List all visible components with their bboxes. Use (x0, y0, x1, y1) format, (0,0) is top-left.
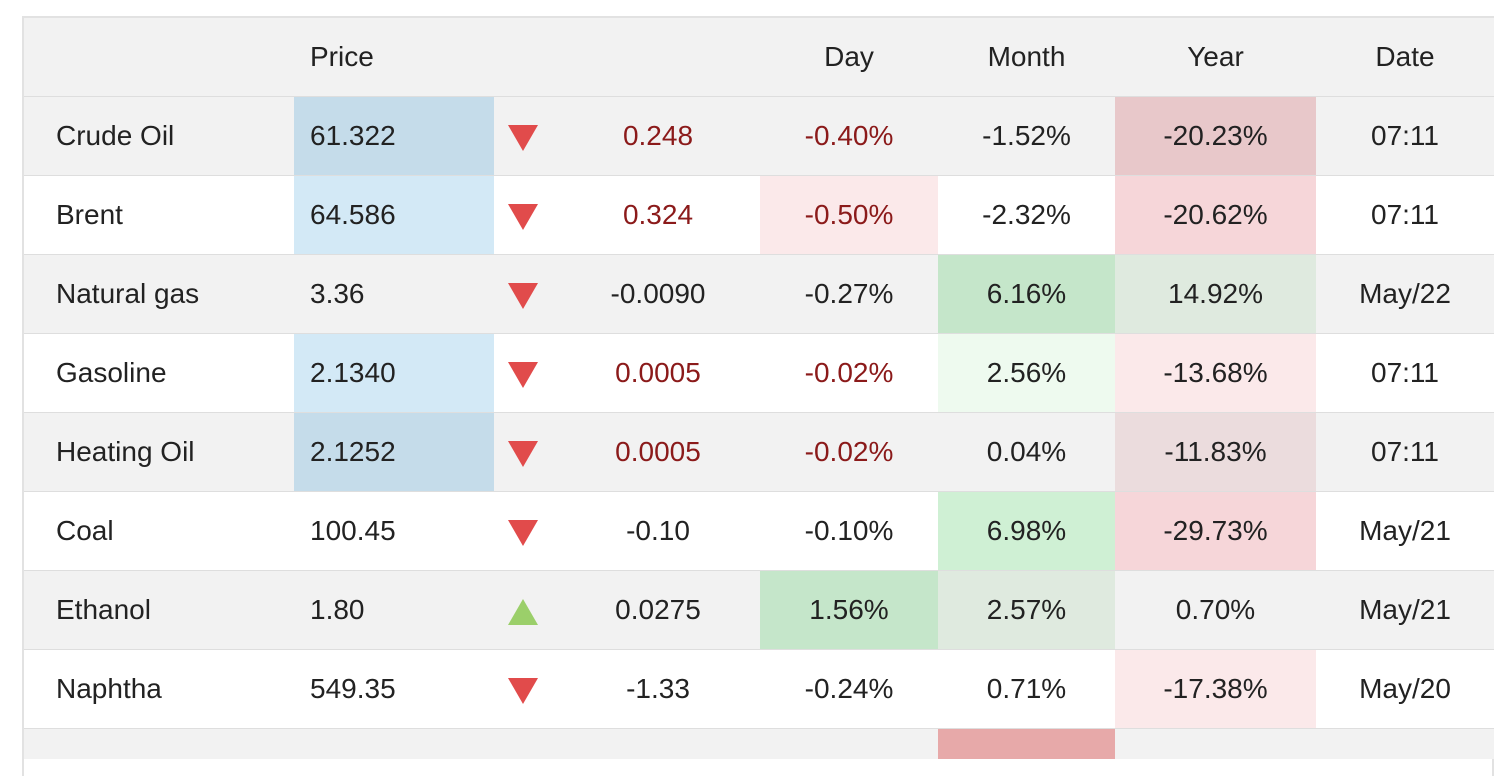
date-cell: 07:11 (1316, 96, 1494, 176)
year-cell: -20.23% (1115, 96, 1316, 176)
header-date[interactable]: Date (1316, 18, 1494, 97)
year-cell: -17.38% (1115, 649, 1316, 729)
trend-cell (494, 175, 556, 255)
change-cell: 0.248 (556, 96, 760, 176)
date-cell: 07:11 (1316, 333, 1494, 413)
header-arrow (494, 18, 556, 97)
day-cell: -0.02% (760, 333, 938, 413)
table-row[interactable]: Naphtha 549.35 -1.33 -0.24% 0.71% -17.38% May/… (24, 649, 1494, 729)
table-row[interactable]: Ethanol 1.80 0.0275 1.56% 2.57% 0.70% May/21 (24, 570, 1494, 650)
change-cell: -0.10 (556, 491, 760, 571)
up-arrow-icon (508, 598, 538, 625)
day-cell: -0.40% (760, 96, 938, 176)
year-cell: -20.62% (1115, 175, 1316, 255)
commodity-name[interactable]: Heating Oil (24, 412, 294, 492)
trend-cell (494, 254, 556, 334)
header-row: Price Day Month Year Date (24, 18, 1494, 97)
year-cell: -29.73% (1115, 491, 1316, 571)
down-arrow-icon (508, 124, 538, 151)
price-cell: 2.1252 (294, 412, 494, 492)
day-cell: -0.02% (760, 412, 938, 492)
price-cell: 549.35 (294, 649, 494, 729)
month-cell: 0.04% (938, 412, 1115, 492)
header-day[interactable]: Day (760, 18, 938, 97)
down-arrow-icon (508, 282, 538, 309)
trend-cell (494, 96, 556, 176)
commodity-name[interactable]: Crude Oil (24, 96, 294, 176)
date-cell: May/22 (1316, 254, 1494, 334)
down-arrow-icon (508, 677, 538, 704)
commodity-name[interactable]: Naphtha (24, 649, 294, 729)
date-cell: 07:11 (1316, 175, 1494, 255)
header-month[interactable]: Month (938, 18, 1115, 97)
commodity-name[interactable]: Ethanol (24, 570, 294, 650)
table-row[interactable]: Heating Oil 2.1252 0.0005 -0.02% 0.04% -11.83… (24, 412, 1494, 492)
day-cell: 1.56% (760, 570, 938, 650)
trend-cell (494, 570, 556, 650)
commodities-table-container: Price Day Month Year Date Crude Oil 61.32… (22, 16, 1494, 776)
commodity-name[interactable]: Coal (24, 491, 294, 571)
change-cell: -0.0090 (556, 254, 760, 334)
date-cell: 07:11 (1316, 412, 1494, 492)
down-arrow-icon (508, 440, 538, 467)
commodity-name[interactable]: Gasoline (24, 333, 294, 413)
date-cell: May/20 (1316, 649, 1494, 729)
table-row[interactable]: Coal 100.45 -0.10 -0.10% 6.98% -29.73% May/21 (24, 491, 1494, 571)
change-cell: 0.0005 (556, 333, 760, 413)
date-cell: May/21 (1316, 570, 1494, 650)
year-cell: -11.83% (1115, 412, 1316, 492)
month-cell: 0.71% (938, 649, 1115, 729)
header-name (24, 18, 294, 97)
trend-cell (494, 649, 556, 729)
header-change (556, 18, 760, 97)
date-cell: May/21 (1316, 491, 1494, 571)
change-cell: 0.0005 (556, 412, 760, 492)
price-cell: 3.36 (294, 254, 494, 334)
month-cell: -1.52% (938, 96, 1115, 176)
day-cell: -0.50% (760, 175, 938, 255)
down-arrow-icon (508, 519, 538, 546)
trend-cell (494, 412, 556, 492)
month-cell: -2.32% (938, 175, 1115, 255)
table-row[interactable]: Natural gas 3.36 -0.0090 -0.27% 6.16% 14.92% M… (24, 254, 1494, 334)
down-arrow-icon (508, 361, 538, 388)
price-cell: 1.80 (294, 570, 494, 650)
commodities-table: Price Day Month Year Date Crude Oil 61.32… (24, 18, 1494, 759)
year-cell: 0.70% (1115, 570, 1316, 650)
commodity-name[interactable]: Natural gas (24, 254, 294, 334)
header-year[interactable]: Year (1115, 18, 1316, 97)
trend-cell (494, 491, 556, 571)
change-cell: 0.324 (556, 175, 760, 255)
down-arrow-icon (508, 203, 538, 230)
change-cell: 0.0275 (556, 570, 760, 650)
trend-cell (494, 333, 556, 413)
price-cell: 2.1340 (294, 333, 494, 413)
year-cell: 14.92% (1115, 254, 1316, 334)
price-cell: 100.45 (294, 491, 494, 571)
table-row[interactable]: Brent 64.586 0.324 -0.50% -2.32% -20.62% 07:11 (24, 175, 1494, 255)
month-cell: 2.56% (938, 333, 1115, 413)
change-cell: -1.33 (556, 649, 760, 729)
day-cell: -0.24% (760, 649, 938, 729)
day-cell: -0.27% (760, 254, 938, 334)
header-price[interactable]: Price (294, 18, 494, 97)
month-cell: 6.98% (938, 491, 1115, 571)
price-cell: 64.586 (294, 175, 494, 255)
day-cell: -0.10% (760, 491, 938, 571)
table-row[interactable]: Crude Oil 61.322 0.248 -0.40% -1.52% -20.23% 0… (24, 96, 1494, 176)
price-cell: 61.322 (294, 96, 494, 176)
table-row[interactable]: Gasoline 2.1340 0.0005 -0.02% 2.56% -13.68% 07… (24, 333, 1494, 413)
month-cell: 6.16% (938, 254, 1115, 334)
commodity-name[interactable]: Brent (24, 175, 294, 255)
month-cell: 2.57% (938, 570, 1115, 650)
year-cell: -13.68% (1115, 333, 1316, 413)
